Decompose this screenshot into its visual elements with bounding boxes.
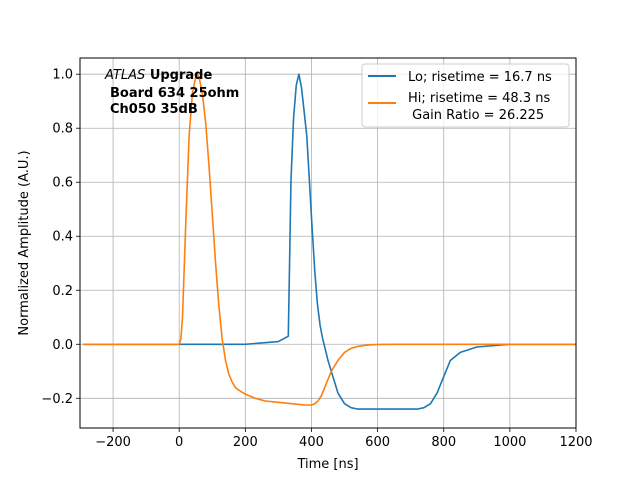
annotation-board: Board 634 25ohm xyxy=(110,86,239,101)
x-axis: −200 0 200 400 600 800 1000 1200 xyxy=(95,428,593,450)
y-tick-label: 0.6 xyxy=(52,176,73,191)
x-tick-label: 600 xyxy=(365,435,390,450)
legend-label-lo: Lo; risetime = 16.7 ns xyxy=(408,70,552,85)
x-tick-label: 800 xyxy=(431,435,456,450)
svg-text:ATLAS Upgrade: ATLAS Upgrade xyxy=(104,68,212,83)
x-tick-label: 0 xyxy=(175,435,183,450)
annotation-upgrade: Upgrade xyxy=(150,68,213,83)
y-tick-label: 0.8 xyxy=(52,122,73,137)
plot-series xyxy=(83,73,576,410)
y-axis-label: Normalized Amplitude (A.U.) xyxy=(17,150,32,335)
plot-frame xyxy=(79,57,577,429)
x-tick-label: 1200 xyxy=(559,435,592,450)
legend-box xyxy=(361,63,570,128)
annotation-channel: Ch050 35dB xyxy=(110,102,198,117)
legend: Lo; risetime = 16.7 ns Hi; risetime = 48… xyxy=(361,63,570,128)
y-tick-label: 0.4 xyxy=(52,230,73,245)
annotation-atlas: ATLAS xyxy=(104,68,145,83)
x-tick-label: −200 xyxy=(95,435,131,450)
y-tick-label: 0.2 xyxy=(52,284,73,299)
series-line-hi xyxy=(83,73,576,406)
x-axis-label: Time [ns] xyxy=(296,457,358,472)
x-tick-label: 200 xyxy=(233,435,258,450)
y-tick-label: −0.2 xyxy=(41,392,73,407)
y-axis: −0.2 0.0 0.2 0.4 0.6 0.8 1.0 xyxy=(41,68,80,407)
legend-label-hi: Hi; risetime = 48.3 ns xyxy=(408,91,550,106)
legend-label-gain-ratio: Gain Ratio = 26.225 xyxy=(408,108,544,123)
y-tick-label: 0.0 xyxy=(52,338,73,353)
annotation: ATLAS Upgrade Board 634 25ohm Ch050 35dB xyxy=(104,68,239,117)
x-tick-label: 1000 xyxy=(493,435,526,450)
x-tick-label: 400 xyxy=(299,435,324,450)
y-tick-label: 1.0 xyxy=(52,68,73,83)
